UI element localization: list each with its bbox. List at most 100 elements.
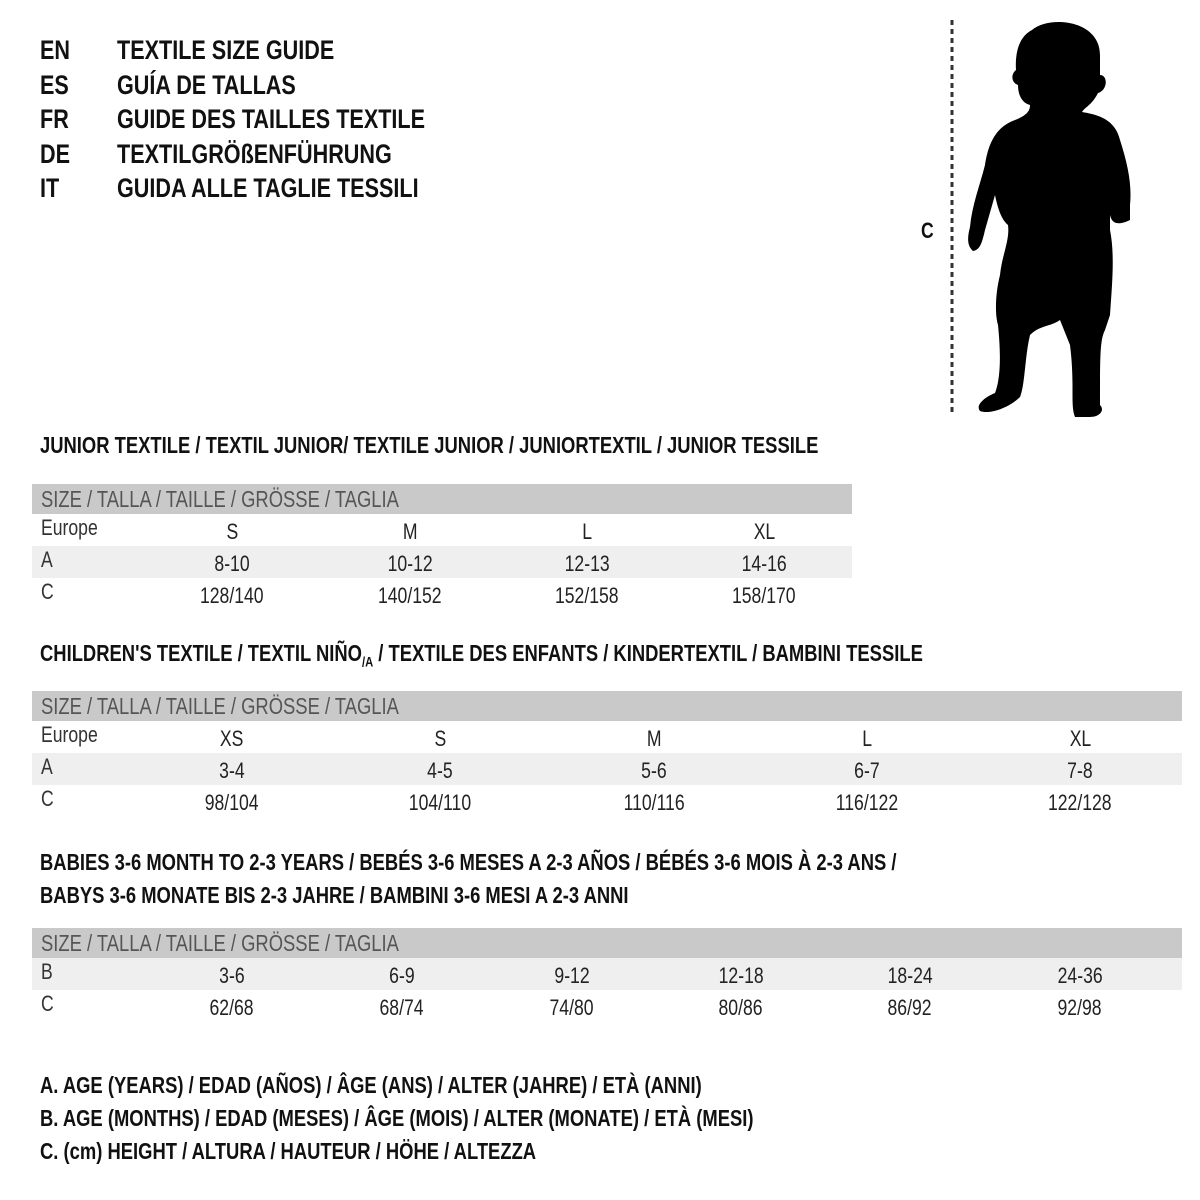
legend-age-months: B. AGE (MONTHS) / EDAD (MESES) / ÂGE (MO… <box>40 1105 754 1131</box>
language-title: GUÍA DE TALLAS <box>117 69 296 100</box>
language-code: ES <box>40 69 69 100</box>
cell-value: XL <box>753 519 775 544</box>
table-cell: 152/158 <box>507 583 667 609</box>
cell-value: 6-9 <box>389 963 415 988</box>
table-cell: XL <box>684 519 844 545</box>
table-cell: 18-24 <box>830 963 990 989</box>
height-measure-label: C <box>921 218 934 243</box>
table-header: SIZE / TALLA / TAILLE / GRÖSSE / TAGLIA <box>32 484 852 514</box>
table-row: C 128/140 140/152 152/158 158/170 <box>32 578 852 610</box>
junior-size-table: SIZE / TALLA / TAILLE / GRÖSSE / TAGLIA … <box>32 484 852 610</box>
table-cell: 86/92 <box>830 995 990 1021</box>
table-row: C 98/104 104/110 110/116 116/122 122/128 <box>32 785 1182 817</box>
table-cell: XS <box>152 726 312 752</box>
language-title: TEXTILE SIZE GUIDE <box>117 35 335 65</box>
cell-value: XL <box>1069 726 1091 751</box>
row-label: C <box>41 991 54 1016</box>
language-title: GUIDA ALLE TAGLIE TESSILI <box>117 173 419 203</box>
table-cell: 80/86 <box>661 995 821 1021</box>
language-code: EN <box>40 35 71 65</box>
table-cell: 6-7 <box>787 758 947 784</box>
cell-value: M <box>646 726 662 751</box>
cell-value: 110/116 <box>623 790 685 815</box>
row-label: C <box>41 786 54 811</box>
cell-value: 86/92 <box>887 995 933 1020</box>
cell-value: 62/68 <box>209 995 255 1020</box>
table-cell: 104/110 <box>360 790 520 816</box>
table-cell: XL <box>1000 726 1160 752</box>
table-cell: 68/74 <box>322 995 482 1021</box>
cell-value: 3-6 <box>219 963 245 988</box>
table-cell: 24-36 <box>1000 963 1160 989</box>
language-code: FR <box>40 104 69 134</box>
table-cell: 10-12 <box>330 551 490 577</box>
cell-value: 3-4 <box>219 758 245 783</box>
language-list: EN TEXTILE SIZE GUIDE ES GUÍA DE TALLAS FR… <box>40 33 502 206</box>
cell-value: 122/128 <box>1048 790 1112 815</box>
table-header: SIZE / TALLA / TAILLE / GRÖSSE / TAGLIA <box>32 928 1182 958</box>
table-cell: 9-12 <box>492 963 652 989</box>
language-title: GUIDE DES TAILLES TEXTILE <box>117 104 426 134</box>
cell-value: 4-5 <box>427 758 453 783</box>
table-cell: 7-8 <box>1000 758 1160 784</box>
cell-value: 12-13 <box>564 551 610 576</box>
language-title: TEXTILGRÖßENFÜHRUNG <box>117 138 392 169</box>
table-header: SIZE / TALLA / TAILLE / GRÖSSE / TAGLIA <box>32 691 1182 721</box>
table-cell: 3-6 <box>152 963 312 989</box>
language-row: IT GUIDA ALLE TAGLIE TESSILI <box>40 171 502 206</box>
language-row: FR GUIDE DES TAILLES TEXTILE <box>40 102 502 137</box>
children-title-main: CHILDREN'S TEXTILE / TEXTIL NIÑO <box>40 640 362 666</box>
child-silhouette-icon <box>950 20 1131 418</box>
cell-value: 24-36 <box>1057 963 1103 988</box>
legend-age-years: A. AGE (YEARS) / EDAD (AÑOS) / ÂGE (ANS)… <box>40 1072 702 1098</box>
cell-value: 7-8 <box>1067 758 1093 783</box>
babies-section-title-line2: BABYS 3-6 MONATE BIS 2-3 JAHRE / BAMBINI… <box>40 882 629 908</box>
babies-section-title-line1: BABIES 3-6 MONTH TO 2-3 YEARS / BEBÉS 3-… <box>40 849 897 875</box>
cell-value: 10-12 <box>387 551 433 576</box>
child-silhouette-shape <box>968 22 1131 418</box>
table-cell: 92/98 <box>1000 995 1160 1021</box>
cell-value: 158/170 <box>732 583 796 608</box>
cell-value: 152/158 <box>555 583 619 608</box>
table-cell: 110/116 <box>574 790 734 816</box>
children-title-rest: / TEXTILE DES ENFANTS / KINDERTEXTIL / B… <box>373 640 923 666</box>
cell-value: 128/140 <box>200 583 264 608</box>
junior-section-title: JUNIOR TEXTILE / TEXTIL JUNIOR/ TEXTILE … <box>40 432 819 458</box>
table-cell: 116/122 <box>787 790 947 816</box>
language-row: EN TEXTILE SIZE GUIDE <box>40 33 502 68</box>
table-cell: 3-4 <box>152 758 312 784</box>
language-code: DE <box>40 138 71 169</box>
table-cell: 8-10 <box>152 551 312 577</box>
table-header-label: SIZE / TALLA / TAILLE / GRÖSSE / TAGLIA <box>41 486 399 512</box>
language-code: IT <box>40 173 60 203</box>
table-cell: L <box>507 519 667 545</box>
cell-value: 104/110 <box>408 790 472 815</box>
table-cell: 12-18 <box>661 963 821 989</box>
table-cell: M <box>330 519 490 545</box>
legend-height: C. (cm) HEIGHT / ALTURA / HAUTEUR / HÖHE… <box>40 1138 537 1164</box>
table-header-label: SIZE / TALLA / TAILLE / GRÖSSE / TAGLIA <box>41 693 399 719</box>
babies-size-table: SIZE / TALLA / TAILLE / GRÖSSE / TAGLIA … <box>32 928 1182 1022</box>
cell-value: 5-6 <box>641 758 667 783</box>
table-cell: 62/68 <box>152 995 312 1021</box>
table-cell: 5-6 <box>574 758 734 784</box>
cell-value: 140/152 <box>378 583 442 608</box>
row-label: Europe <box>41 722 98 747</box>
table-cell: 122/128 <box>1000 790 1160 816</box>
table-header-label: SIZE / TALLA / TAILLE / GRÖSSE / TAGLIA <box>41 930 399 956</box>
cell-value: 98/104 <box>205 790 259 815</box>
table-cell: 14-16 <box>684 551 844 577</box>
cell-value: L <box>862 726 872 751</box>
cell-value: S <box>226 519 238 544</box>
table-cell: 158/170 <box>684 583 844 609</box>
children-section-title: CHILDREN'S TEXTILE / TEXTIL NIÑO/A / TEX… <box>40 640 1144 670</box>
table-row: A 3-4 4-5 5-6 6-7 7-8 <box>32 753 1182 785</box>
cell-value: 18-24 <box>887 963 933 988</box>
table-row: B 3-6 6-9 9-12 12-18 18-24 24-36 <box>32 958 1182 990</box>
row-label: C <box>41 579 54 604</box>
cell-value: 12-18 <box>718 963 764 988</box>
row-label: B <box>41 959 53 984</box>
language-row: DE TEXTILGRÖßENFÜHRUNG <box>40 137 502 172</box>
table-row: A 8-10 10-12 12-13 14-16 <box>32 546 852 578</box>
cell-value: 9-12 <box>554 963 590 988</box>
